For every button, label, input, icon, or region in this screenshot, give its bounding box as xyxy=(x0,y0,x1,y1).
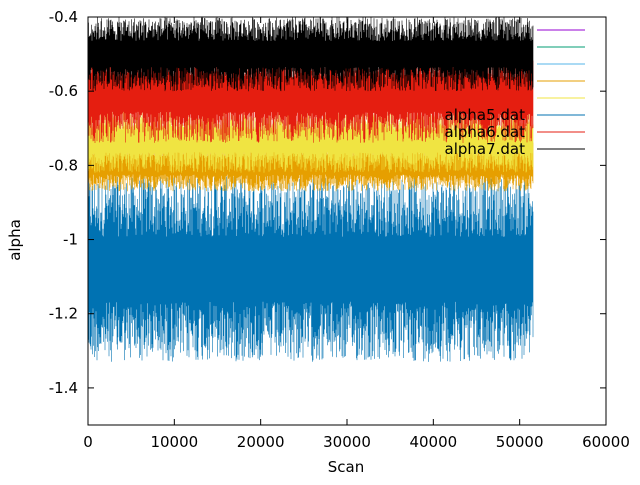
y-tick-label: -0.6 xyxy=(49,82,78,100)
x-tick-label: 20000 xyxy=(237,433,285,451)
series-line-alpha5-dat xyxy=(88,176,534,362)
y-tick-label: -0.8 xyxy=(49,156,78,174)
legend-label: alpha6.dat xyxy=(445,123,526,141)
x-axis-label: Scan xyxy=(328,458,364,476)
legend-label: alpha7.dat xyxy=(445,140,526,158)
series-bands xyxy=(88,17,534,362)
x-tick-label: 50000 xyxy=(496,433,544,451)
x-tick-label: 60000 xyxy=(582,433,630,451)
y-tick-label: -1 xyxy=(63,231,78,249)
series-line-unnamed-4 xyxy=(88,109,534,173)
axes: 0 10000 20000 30000 40000 50000 60000 -0.4 -0.6 -… xyxy=(49,8,630,451)
y-tick-label: -0.4 xyxy=(49,8,78,26)
y-axis-label: alpha xyxy=(6,219,24,261)
y-tick-label: -1.4 xyxy=(49,379,78,397)
x-tick-label: 30000 xyxy=(323,433,371,451)
x-tick-label: 40000 xyxy=(409,433,457,451)
x-tick-label: 10000 xyxy=(150,433,198,451)
y-tick-label: -1.2 xyxy=(49,305,78,323)
x-tick-label: 0 xyxy=(83,433,93,451)
series-line-alpha6-dat xyxy=(88,46,534,143)
legend-label: alpha5.dat xyxy=(445,106,526,124)
series-line-alpha7-dat xyxy=(88,17,534,92)
